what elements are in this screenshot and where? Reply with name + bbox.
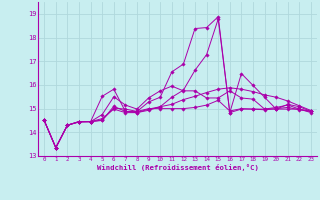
X-axis label: Windchill (Refroidissement éolien,°C): Windchill (Refroidissement éolien,°C) bbox=[97, 164, 259, 171]
